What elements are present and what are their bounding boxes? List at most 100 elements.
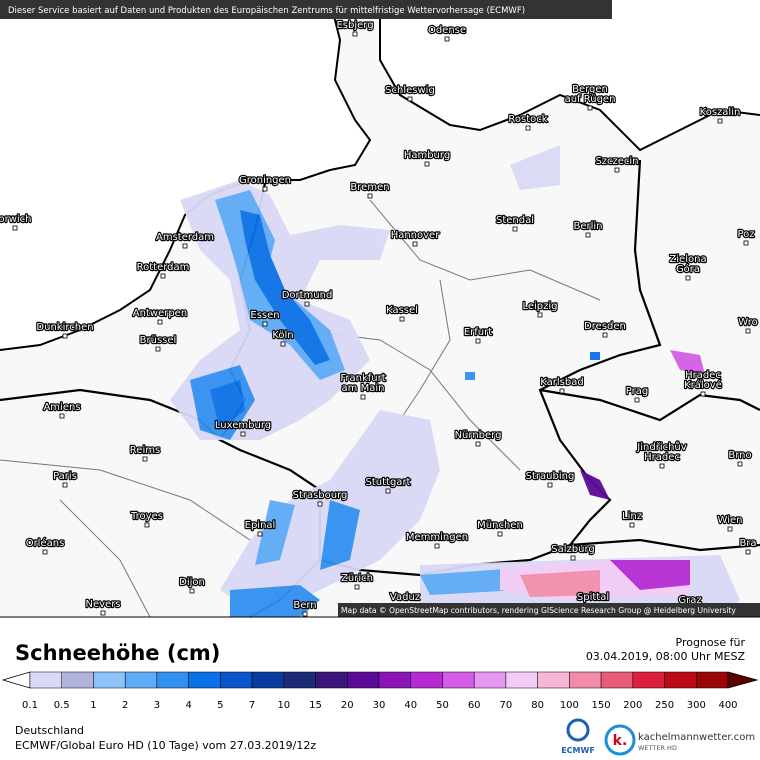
city-dot <box>585 232 591 238</box>
city-label: Schleswig <box>385 85 435 96</box>
city-dot <box>559 388 565 394</box>
city-label: Straubing <box>526 471 575 482</box>
city-label: Zürich <box>341 573 373 584</box>
city-label: Brno <box>728 450 751 461</box>
city-label: Epinal <box>245 520 276 531</box>
city-label: Stendal <box>496 215 534 226</box>
scale-label: 200 <box>623 700 642 711</box>
city-label: Kassel <box>386 305 418 316</box>
city-dot <box>700 391 706 397</box>
notice: Dieser Service basiert auf Daten und Pro… <box>8 6 525 16</box>
city-label: Amsterdam <box>156 232 214 243</box>
scale-label: 5 <box>217 700 223 711</box>
city-label: Amiens <box>43 402 80 413</box>
color-bin <box>315 671 348 689</box>
city-label: Hradec <box>685 370 721 381</box>
color-bin <box>696 671 729 689</box>
city-label: Vaduz <box>390 592 420 603</box>
color-bin <box>61 671 94 689</box>
color-bin <box>505 671 538 689</box>
city-label: Rostock <box>508 114 547 125</box>
city-label: Antwerpen <box>133 308 187 319</box>
city-label: Luxemburg <box>215 420 271 431</box>
color-bin <box>124 671 158 689</box>
scale-label: 50 <box>436 700 449 711</box>
city-label: Troyes <box>130 511 163 522</box>
city-label: Frankfurt <box>340 373 385 384</box>
city-label: Nevers <box>85 599 120 610</box>
scale-label: 0.5 <box>54 700 70 711</box>
city-label: Köln <box>272 330 293 341</box>
map <box>0 0 760 618</box>
scale-label: 70 <box>500 700 513 711</box>
color-bin <box>93 671 126 689</box>
city-dot <box>12 225 18 231</box>
underflow-arrow <box>1 671 31 689</box>
color-bin <box>473 671 507 689</box>
scale-label: 1 <box>90 700 96 711</box>
city-label: Esbjerg <box>336 20 373 31</box>
city-dot <box>407 96 413 102</box>
city-label: Prag <box>626 386 648 397</box>
model-run: ECMWF/Global Euro HD (10 Tage) vom 27.03… <box>15 739 316 752</box>
city-dot <box>512 226 518 232</box>
city-label: Wro <box>738 317 757 328</box>
city-dot <box>745 549 751 555</box>
sea <box>0 0 370 350</box>
ecmwf-label: ECMWF <box>561 746 595 755</box>
color-bin <box>378 671 411 689</box>
city-dot <box>737 461 743 467</box>
attribution-bar <box>338 603 760 617</box>
scale-label: 0.1 <box>22 700 38 711</box>
city-label: Paris <box>53 471 77 482</box>
color-bin <box>283 671 316 689</box>
city-label: Bremen <box>350 182 389 193</box>
city-dot <box>302 611 308 617</box>
legend-title: Schneehöhe (cm) <box>15 641 220 665</box>
scale-label: 400 <box>718 700 737 711</box>
city-label: Erfurt <box>464 327 492 338</box>
scale-label: 7 <box>249 700 255 711</box>
city-label: Brüssel <box>140 335 177 346</box>
city-label: München <box>477 520 523 531</box>
color-bin <box>442 671 475 689</box>
scale-label: 250 <box>655 700 674 711</box>
city-dot <box>354 584 360 590</box>
color-bin <box>251 671 285 689</box>
city-dot <box>424 161 430 167</box>
city-dot <box>142 456 148 462</box>
city-label: Poz <box>737 229 754 240</box>
city-dot <box>367 193 373 199</box>
city-dot <box>62 333 68 339</box>
city-dot <box>685 275 691 281</box>
city-label: Koszalin <box>700 107 741 118</box>
city-label: Hamburg <box>404 150 450 161</box>
color-bin <box>632 671 665 689</box>
scale-label: 4 <box>185 700 191 711</box>
city-label: Reims <box>130 445 160 456</box>
city-dot <box>42 549 48 555</box>
city-dot <box>160 273 166 279</box>
city-dot <box>304 301 310 307</box>
scale-label: 30 <box>373 700 386 711</box>
scale-label: 40 <box>404 700 417 711</box>
overflow-arrow <box>727 671 759 689</box>
kmw-label: kachelmannwetter.com <box>638 732 755 743</box>
city-label: Zielona <box>669 254 706 265</box>
color-bin <box>410 671 443 689</box>
city-dot <box>602 332 608 338</box>
kmw-logo <box>604 724 636 756</box>
color-bin <box>220 671 253 689</box>
forecast-label: Prognose für <box>676 636 746 649</box>
city-dot <box>317 501 323 507</box>
city-label: Stuttgart <box>366 477 411 488</box>
city-label: Hradec <box>644 452 680 463</box>
city-dot <box>257 531 263 537</box>
notice-bar <box>0 0 612 19</box>
city-label: Linz <box>622 511 642 522</box>
city-label: Hannover <box>391 230 441 241</box>
city-label: Szczecin <box>595 156 638 167</box>
color-bin <box>29 671 62 689</box>
